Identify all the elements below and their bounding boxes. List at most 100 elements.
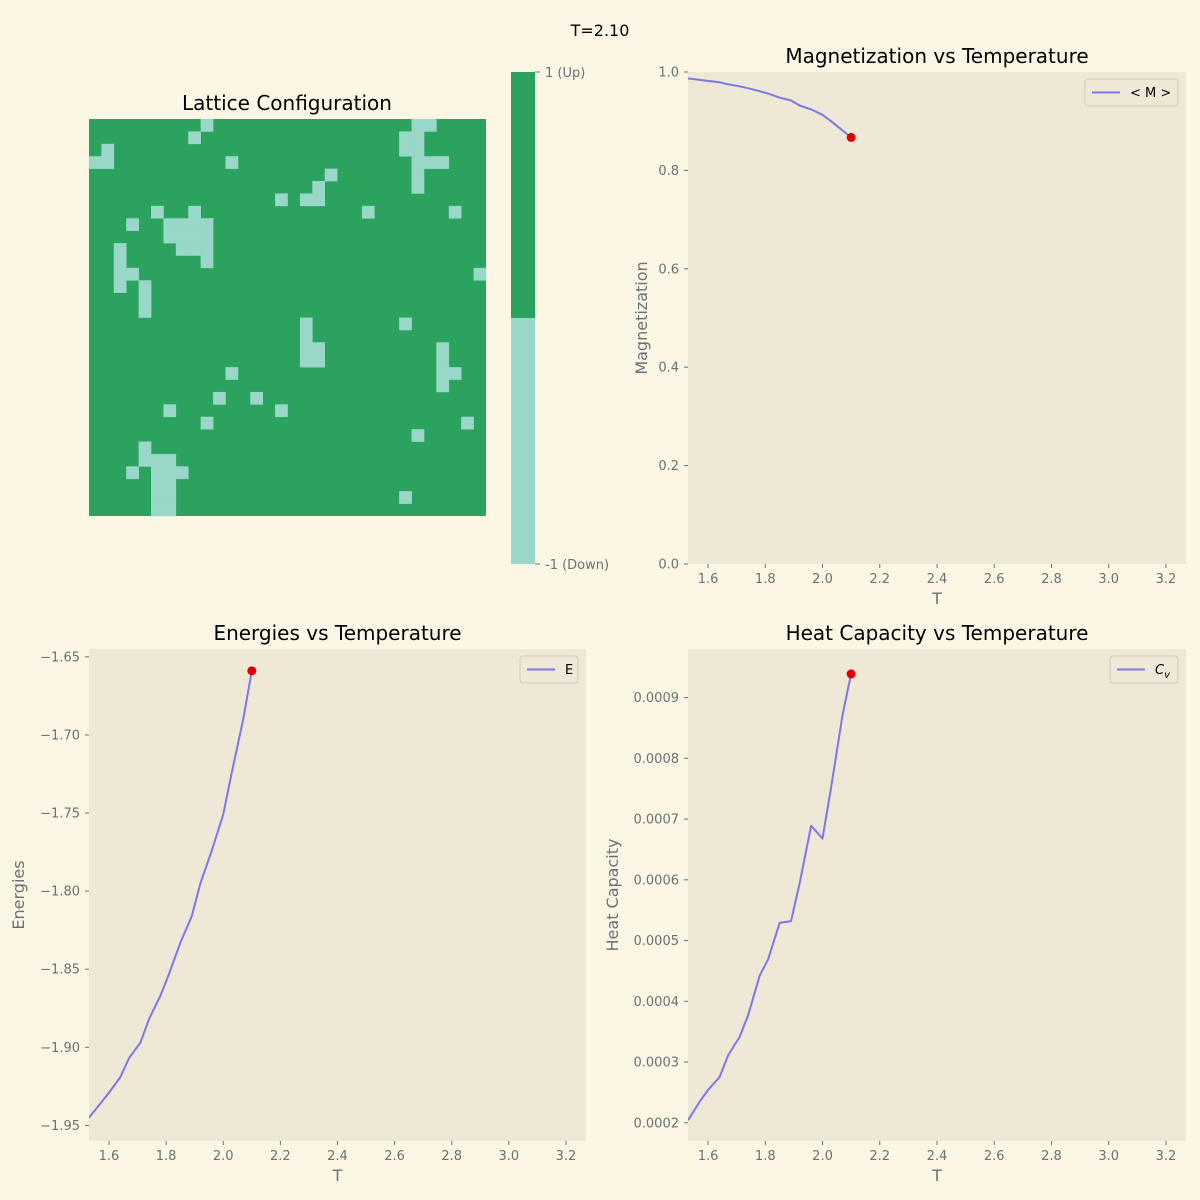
lattice-panel: Lattice Configuration 1 (Up) -1 (Down) — [89, 66, 609, 573]
x-axis-label: T — [931, 589, 942, 608]
current-point-marker — [846, 669, 856, 679]
lattice-cell-down — [163, 230, 177, 244]
lattice-cell-down — [188, 205, 201, 219]
colorbar-down-segment — [511, 318, 535, 564]
chart-title: Magnetization vs Temperature — [785, 44, 1088, 68]
lattice-cell-down — [423, 119, 437, 132]
lattice-cell-down — [163, 466, 177, 480]
lattice-cell-down — [399, 317, 412, 331]
lattice-cell-down — [436, 354, 450, 368]
colorbar-up-segment — [511, 72, 535, 318]
y-tick-label: −1.80 — [40, 885, 80, 900]
lattice-cell-down — [275, 193, 288, 207]
lattice-cell-down — [225, 367, 239, 380]
y-tick-label: −1.85 — [40, 963, 80, 978]
lattice-cell-down — [200, 230, 214, 244]
x-tick-label: 2.4 — [327, 1149, 348, 1164]
lattice-cell-down — [151, 466, 164, 480]
lattice-cell-down — [312, 354, 326, 368]
lattice-cell-down — [188, 218, 201, 231]
x-tick-label: 2.2 — [270, 1149, 291, 1164]
x-tick-label: 2.6 — [384, 1149, 405, 1164]
x-tick-label: 3.2 — [1156, 1149, 1177, 1164]
lattice-cell-down — [163, 478, 177, 492]
lattice-grid — [89, 119, 487, 517]
plot-area — [688, 72, 1186, 564]
series-line — [89, 670, 253, 1119]
figure-suptitle: T=2.10 — [570, 21, 630, 40]
lattice-cell-down — [175, 218, 189, 231]
lattice-cell-down — [138, 453, 152, 467]
lattice-cell-down — [200, 243, 214, 256]
lattice-cell-down — [138, 305, 152, 318]
lattice-cell-down — [89, 156, 102, 169]
legend-label: E — [565, 663, 573, 678]
x-tick-label: 2.2 — [869, 572, 890, 587]
lattice-cell-down — [138, 441, 152, 455]
lattice-cell-down — [299, 342, 313, 356]
lattice-cell-down — [163, 453, 177, 467]
x-tick-label: 2.6 — [984, 572, 1005, 587]
x-tick-label: 1.8 — [755, 1149, 776, 1164]
lattice-cell-down — [299, 329, 313, 343]
lattice-cell-down — [411, 181, 425, 194]
lattice-cell-down — [163, 491, 177, 504]
lattice-cell-down — [225, 156, 239, 169]
lattice-cell-down — [188, 131, 201, 145]
lattice-cell-down — [151, 478, 164, 492]
lattice-cell-down — [448, 205, 462, 219]
lattice-cell-down — [299, 317, 313, 331]
lattice-cell-down — [461, 416, 474, 430]
lattice-cell-down — [324, 168, 338, 182]
lattice-cell-down — [423, 156, 437, 169]
lattice-cell-down — [436, 156, 450, 169]
lattice-cell-down — [113, 255, 127, 269]
lattice-cell-down — [151, 491, 164, 504]
y-tick-label: −1.65 — [40, 650, 80, 665]
lattice-cell-down — [250, 391, 263, 405]
lattice-cell-down — [151, 503, 164, 517]
x-axis-label: T — [332, 1166, 343, 1185]
x-tick-label: 2.6 — [984, 1149, 1005, 1164]
y-tick-label: 0.8 — [658, 164, 679, 179]
lattice-cell-down — [399, 143, 412, 157]
lattice-cell-down — [113, 267, 127, 281]
lattice-cell-down — [151, 453, 164, 467]
y-tick-label: 0.0005 — [634, 934, 680, 949]
lattice-cell-down — [200, 218, 214, 231]
y-tick-label: 1.0 — [658, 66, 679, 81]
x-tick-label: 1.8 — [156, 1149, 177, 1164]
x-tick-label: 1.8 — [755, 572, 776, 587]
lattice-cell-down — [138, 292, 152, 306]
plot-area — [688, 649, 1186, 1141]
x-tick-label: 2.2 — [869, 1149, 890, 1164]
current-point-marker — [247, 666, 257, 676]
lattice-cell-down — [411, 168, 425, 182]
lattice-cell-down — [200, 416, 214, 430]
y-axis-label: Magnetization — [632, 261, 651, 374]
x-tick-label: 1.6 — [99, 1149, 120, 1164]
lattice-cell-down — [361, 205, 375, 219]
y-axis-label: Energies — [9, 860, 28, 929]
x-axis-label: T — [931, 1166, 942, 1185]
lattice-cell-down — [312, 193, 326, 207]
lattice-cell-down — [473, 267, 487, 281]
y-tick-label: 0.0003 — [634, 1056, 680, 1071]
y-tick-label: 0.2 — [658, 459, 679, 474]
lattice-cell-down — [200, 255, 214, 269]
lattice-title: Lattice Configuration — [182, 91, 392, 115]
lattice-cell-down — [200, 119, 214, 132]
lattice-cell-down — [151, 205, 164, 219]
y-tick-label: 0.0002 — [634, 1116, 680, 1131]
lattice-cell-down — [411, 156, 425, 169]
x-tick-label: 2.0 — [812, 1149, 833, 1164]
magnetization-panel: Magnetization vs Temperature 1.6 1.8 2.0 2.2… — [632, 44, 1186, 608]
lattice-cell-down — [101, 143, 115, 157]
lattice-cell-down — [126, 267, 139, 281]
colorbar-bottom-label: -1 (Down) — [545, 558, 609, 573]
x-tick-label: 3.0 — [499, 1149, 520, 1164]
legend-label: < M > — [1130, 86, 1171, 101]
x-tick-label: 1.6 — [698, 572, 719, 587]
lattice-cell-down — [188, 230, 201, 244]
